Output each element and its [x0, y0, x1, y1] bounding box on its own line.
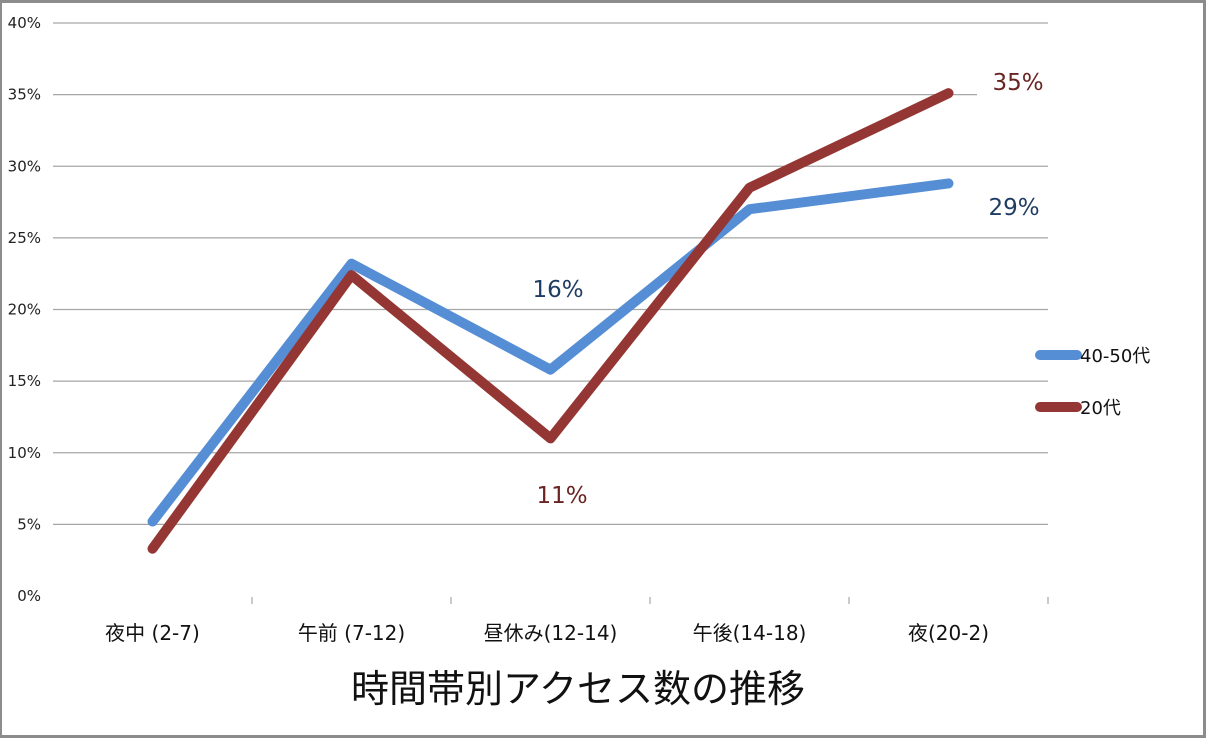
y-tick-label: 40% [8, 14, 41, 32]
x-tick-label: 午後(14-18) [693, 621, 807, 645]
series-line [147, 88, 954, 554]
x-tick-label: 昼休み(12-14) [484, 621, 618, 645]
x-tick-label: 午前 (7-12) [298, 621, 405, 645]
data-label: 29% [988, 195, 1039, 221]
x-tick-label: 夜中 (2-7) [105, 621, 200, 645]
y-tick-label: 15% [8, 372, 41, 390]
data-label: 35% [992, 70, 1043, 96]
y-tick-label: 20% [8, 301, 41, 319]
data-label: 16% [532, 277, 583, 303]
y-tick-label: 25% [8, 229, 41, 247]
y-tick-label: 30% [8, 157, 41, 175]
series-lines [147, 88, 954, 554]
y-axis-ticks: 0% 5% 10% 15% 20% 25% 30% 35% 40% [8, 14, 41, 605]
series-line [147, 178, 954, 527]
x-axis-ticks: 夜中 (2-7) 午前 (7-12) 昼休み(12-14) 午後(14-18) 夜(20… [105, 597, 1049, 645]
y-tick-label: 0% [17, 587, 41, 605]
chart-title: 時間帯別アクセス数の推移 [351, 667, 805, 711]
x-tick-label: 夜(20-2) [908, 621, 989, 645]
legend: 40-50代 20代 [1035, 346, 1150, 419]
legend-label: 40-50代 [1080, 346, 1150, 367]
data-label: 11% [536, 483, 587, 509]
y-tick-label: 35% [8, 86, 41, 104]
y-tick-label: 5% [17, 515, 41, 533]
legend-label: 20代 [1080, 398, 1121, 419]
y-tick-label: 10% [8, 444, 41, 462]
data-labels: 16% 11% 35% 29% [532, 70, 1043, 509]
